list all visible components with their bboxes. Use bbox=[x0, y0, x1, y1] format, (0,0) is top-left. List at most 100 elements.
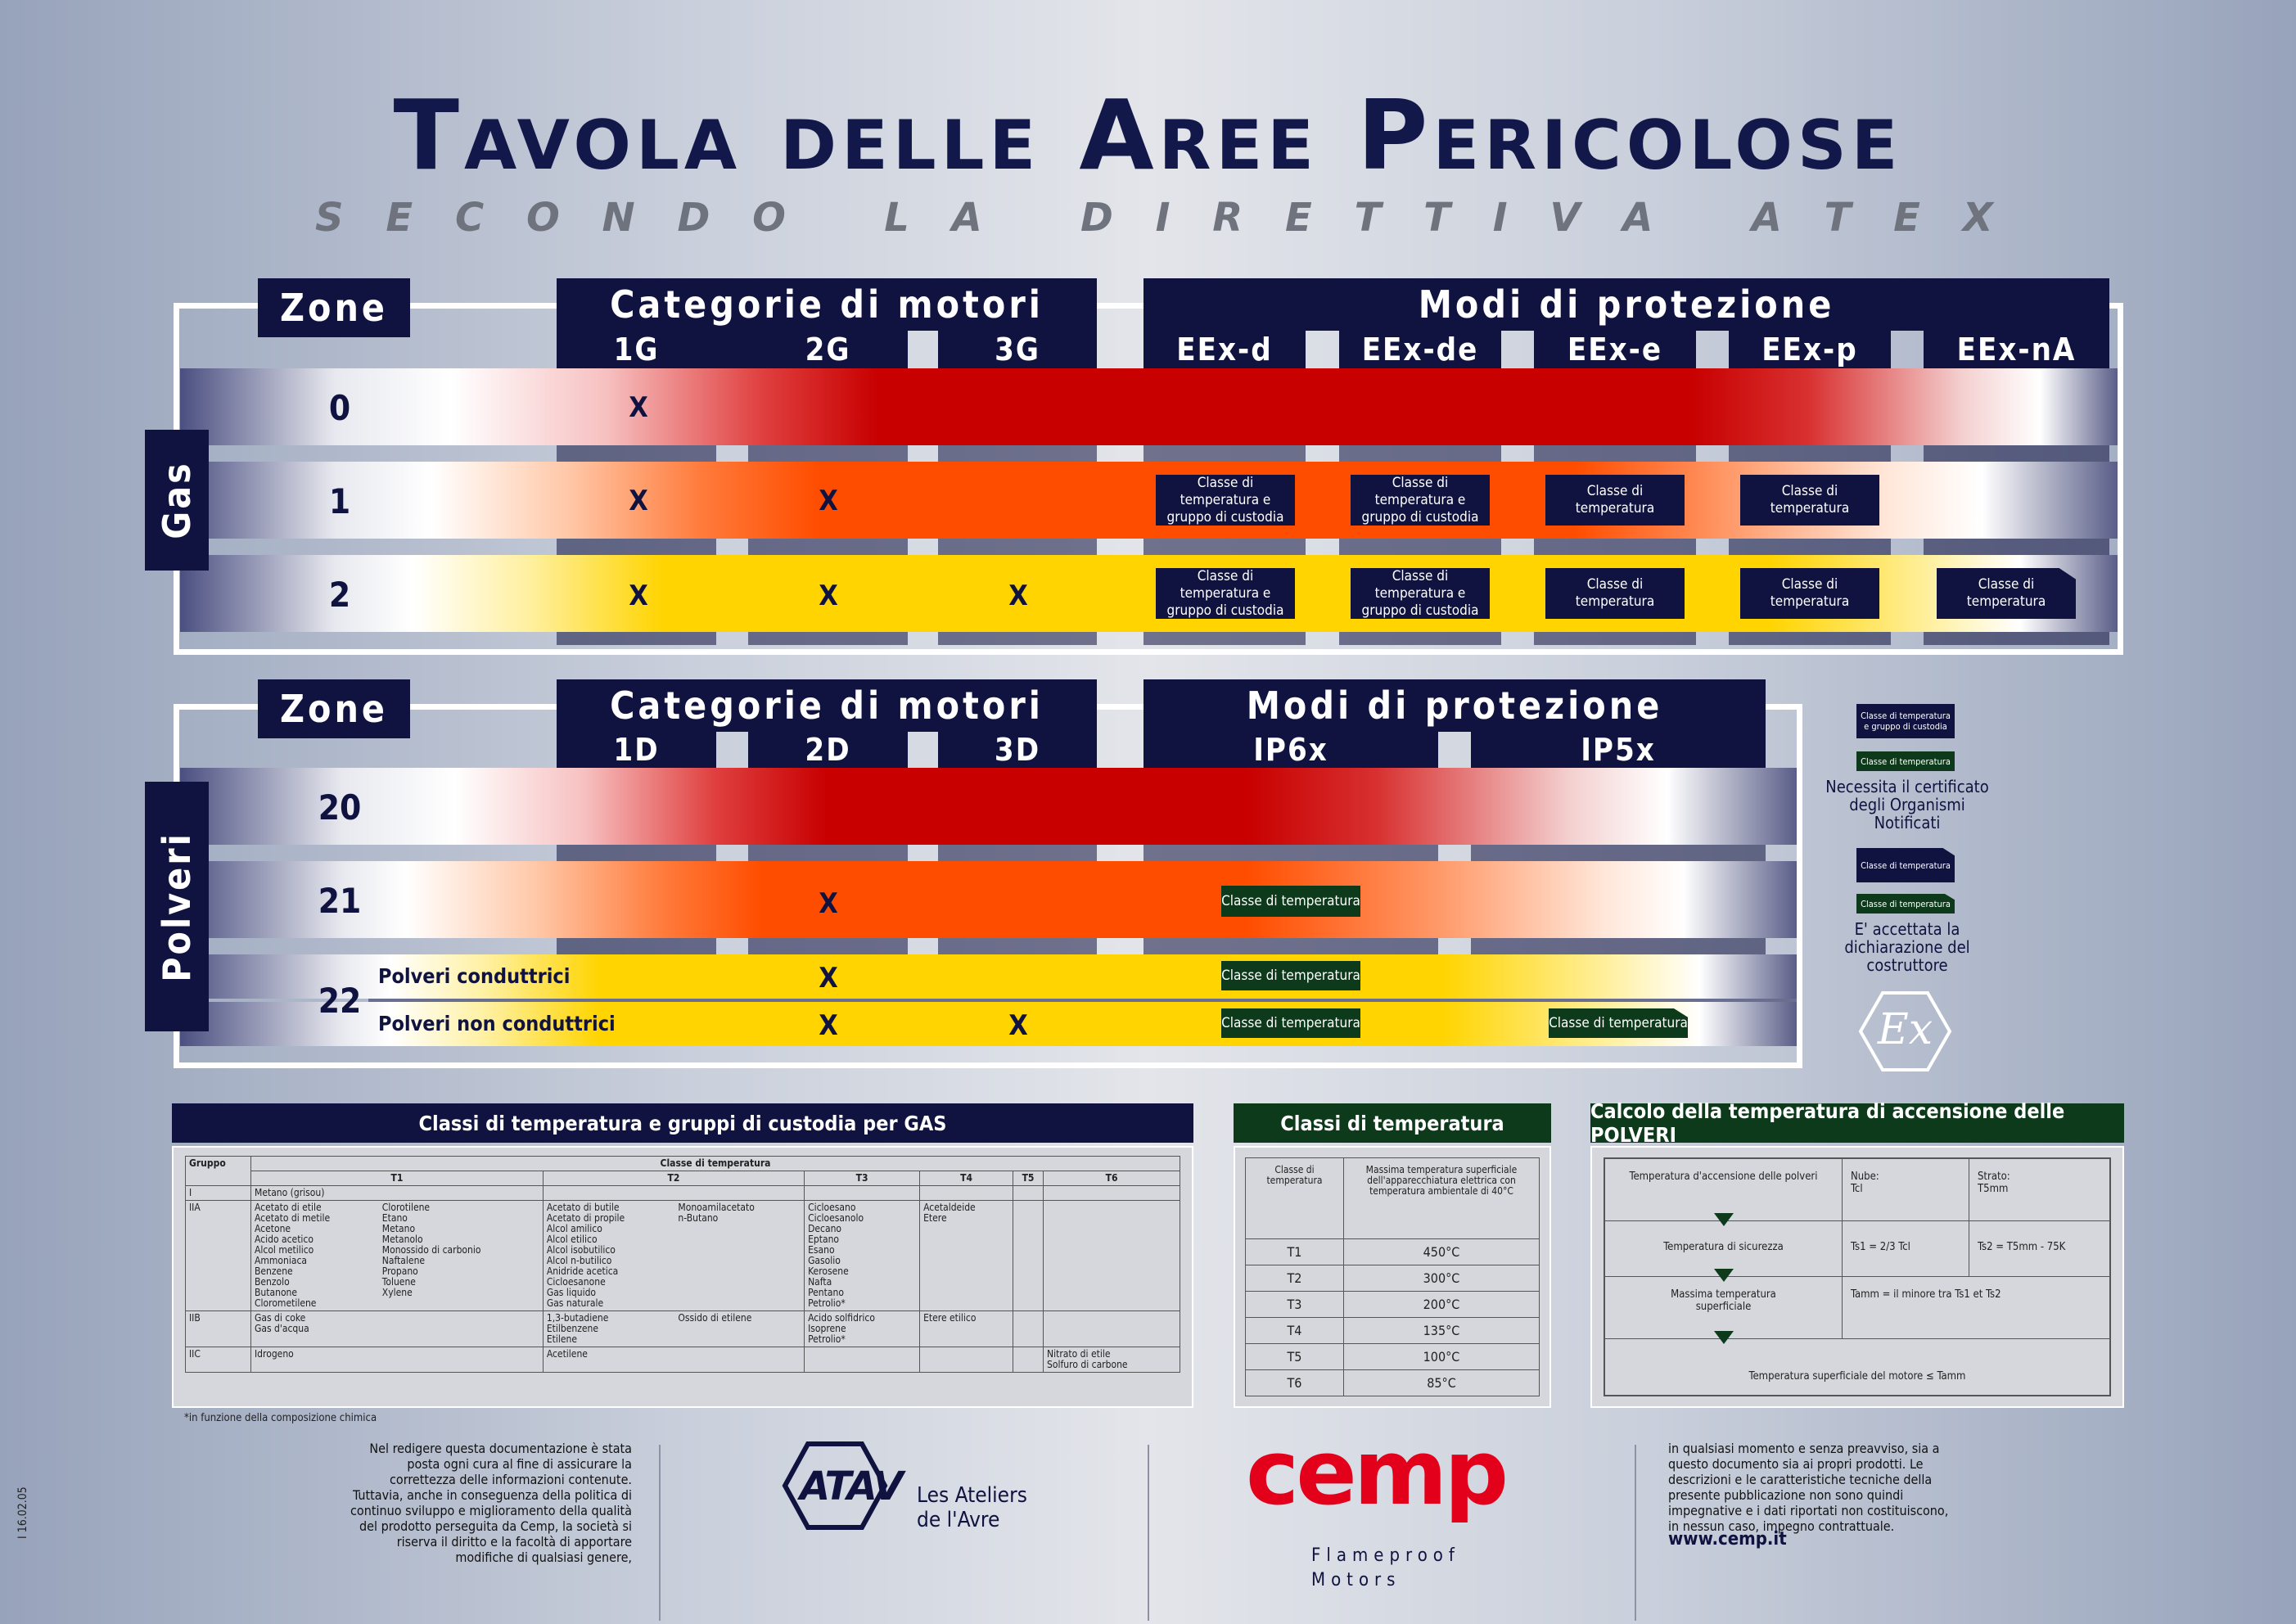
calc-r3a: Massima temperatura superficiale bbox=[1605, 1277, 1843, 1339]
polveri-label: Polveri bbox=[145, 782, 209, 1031]
gas-col-strip bbox=[1729, 539, 1891, 555]
calc-r4: Temperatura superficiale del motore ≤ Ta… bbox=[1748, 1370, 1966, 1383]
subtitle-letter bbox=[1695, 195, 1709, 241]
document-code: I 16.02.05 bbox=[16, 1486, 29, 1539]
polveri-protection-box-declaration: Classe di temperatura bbox=[1549, 1008, 1688, 1038]
table-row: T6 85°C bbox=[1245, 1369, 1540, 1396]
polveri-col-strip bbox=[557, 845, 716, 861]
footer-left-text: Nel redigere questa documentazione è sta… bbox=[350, 1441, 632, 1565]
subtitle-letter: N bbox=[602, 195, 635, 241]
subtitle-letter: E bbox=[1893, 195, 1920, 241]
subtitle-letter: D bbox=[677, 195, 710, 241]
polveri-protection-box: Classe di temperatura bbox=[1221, 886, 1360, 917]
table-row: T4 135°C bbox=[1245, 1317, 1540, 1345]
polveri-modo-label: IP5x bbox=[1581, 732, 1656, 768]
gas-x-mark: X bbox=[1008, 580, 1028, 612]
subtitle-letter: T bbox=[1824, 195, 1852, 241]
col-t1: T1 bbox=[250, 1171, 544, 1186]
gas-protection-box: Classe di temperatura e gruppo di custod… bbox=[1156, 568, 1295, 619]
temperature-classes-table: Classe di temperatura Massima temperatura… bbox=[1245, 1157, 1540, 1396]
atav-sub2: de l'Avre bbox=[917, 1508, 1000, 1532]
subtitle-letter: E bbox=[386, 195, 413, 241]
polveri-conduttrici-label: Polveri conduttrici bbox=[378, 964, 571, 988]
polveri-x-mark: X bbox=[819, 1009, 838, 1042]
website-link[interactable]: www.cemp.it bbox=[1668, 1529, 1787, 1550]
gas-cat-label: 2G bbox=[805, 332, 851, 368]
cemp-sub2: Motors bbox=[1311, 1570, 1401, 1590]
gas-cat-2g-col: 2G bbox=[748, 331, 908, 368]
polveri-cat-2d: 2D bbox=[748, 732, 908, 768]
gas-protection-box-declaration: Classe di temperatura bbox=[1937, 568, 2076, 619]
gas-temperature-table: Gruppo Classe di temperatura T1 T2 T3 T4 T5 T6 I… bbox=[185, 1156, 1180, 1373]
arrow-down-icon bbox=[1714, 1213, 1734, 1226]
gas-cat-header: Categorie di motori bbox=[557, 278, 1097, 331]
gas-modo-label: EEx-de bbox=[1361, 332, 1479, 368]
gas-modo-eexp: EEx-p bbox=[1729, 331, 1891, 368]
subtitle-letter: X bbox=[1962, 195, 1993, 241]
atav-hexagon-icon bbox=[782, 1441, 888, 1530]
subtitle-letter: E bbox=[1285, 195, 1312, 241]
calc-r1a: Temperatura d'accensione delle polveri bbox=[1605, 1159, 1843, 1221]
polveri-protection-box: Classe di temperatura bbox=[1221, 1008, 1360, 1038]
arrow-down-icon bbox=[1714, 1331, 1734, 1344]
polveri-band-zone22a bbox=[180, 954, 1797, 999]
subtitle-letter: V bbox=[1549, 195, 1581, 241]
col-t3: T3 bbox=[804, 1171, 921, 1186]
subtitle-letter: O bbox=[526, 195, 560, 241]
subtitle-letter: A bbox=[951, 195, 982, 241]
calc-r2c: Ts2 = T5mm - 75K bbox=[1969, 1221, 2109, 1277]
arrow-down-icon bbox=[1714, 1269, 1734, 1282]
col-t5: T5 bbox=[1012, 1171, 1044, 1186]
subtitle-letter: A bbox=[1751, 195, 1782, 241]
gas-protection-box: Classe di temperatura bbox=[1545, 475, 1685, 526]
gas-col-strip bbox=[938, 539, 1097, 555]
col-t2: T2 bbox=[542, 1171, 805, 1186]
calc-r2b: Ts1 = 2/3 Tcl bbox=[1843, 1221, 1969, 1277]
footer-separator bbox=[1635, 1445, 1636, 1621]
table-row: I Metano (grisou) bbox=[185, 1185, 1180, 1201]
gas-modo-eexde: EEx-de bbox=[1339, 331, 1501, 368]
calc-r3b: Tamm = il minore tra Ts1 et Ts2 bbox=[1843, 1277, 2109, 1339]
calc-r1c: Strato: T5mm bbox=[1969, 1159, 2109, 1221]
gas-modo-label: EEx-d bbox=[1176, 332, 1273, 368]
polveri-cat-label: 3D bbox=[994, 732, 1041, 768]
table-row: IIC Idrogeno Acetilene Nitrato di etile Solf… bbox=[185, 1347, 1180, 1373]
gas-protection-box: Classe di temperatura e gruppo di custod… bbox=[1351, 568, 1490, 619]
gas-col-strip bbox=[1924, 539, 2109, 555]
gas-zone-0: 0 bbox=[328, 388, 351, 428]
polveri-col-strip bbox=[1471, 845, 1766, 861]
gas-col-strip bbox=[1924, 632, 2109, 645]
gas-protection-box: Classe di temperatura bbox=[1740, 568, 1879, 619]
subtitle-letter: I bbox=[1492, 195, 1508, 241]
gas-protection-box: Classe di temperatura bbox=[1545, 568, 1685, 619]
temp-table-panel: Classe di temperatura Massima temperatura… bbox=[1234, 1146, 1551, 1408]
gas-protection-box: Classe di temperatura e gruppo di custod… bbox=[1156, 475, 1295, 526]
gas-col-strip bbox=[1339, 632, 1501, 645]
subtitle-letter: L bbox=[884, 195, 909, 241]
polveri-modi-header: Modi di protezione bbox=[1143, 679, 1766, 732]
col-gruppo: Gruppo bbox=[185, 1156, 251, 1186]
polveri-col-strip bbox=[1143, 845, 1438, 861]
gas-modo-label: EEx-nA bbox=[1956, 332, 2077, 368]
gas-col-strip bbox=[557, 632, 716, 645]
gas-col-strip bbox=[1339, 539, 1501, 555]
gas-col-strip bbox=[938, 445, 1097, 462]
gas-cat-3g-col: 3G bbox=[938, 331, 1097, 368]
polveri-col-strip bbox=[938, 845, 1097, 861]
subtitle-letter: C bbox=[454, 195, 485, 241]
polveri-zone-21: 21 bbox=[318, 881, 362, 921]
cemp-logo: cemp bbox=[1246, 1420, 1509, 1525]
gas-col-strip bbox=[557, 539, 716, 555]
gas-cat-label: 3G bbox=[995, 332, 1040, 368]
polveri-calc-grid: Temperatura d'accensione delle polveri N… bbox=[1604, 1157, 2111, 1396]
polveri-calc-title: Calcolo della temperatura di accensione … bbox=[1590, 1099, 2124, 1147]
gas-col-strip bbox=[938, 632, 1097, 645]
polveri-col-strip bbox=[748, 938, 908, 954]
gas-col-strip bbox=[1924, 445, 2109, 462]
col-classe: Classe di temperatura bbox=[250, 1156, 1180, 1171]
gas-modo-label: EEx-e bbox=[1567, 332, 1663, 368]
gas-x-mark: X bbox=[629, 391, 648, 424]
legend-box-navy-tg: Classe di temperatura e gruppo di custod… bbox=[1856, 704, 1955, 738]
gas-col-strip bbox=[1339, 445, 1501, 462]
